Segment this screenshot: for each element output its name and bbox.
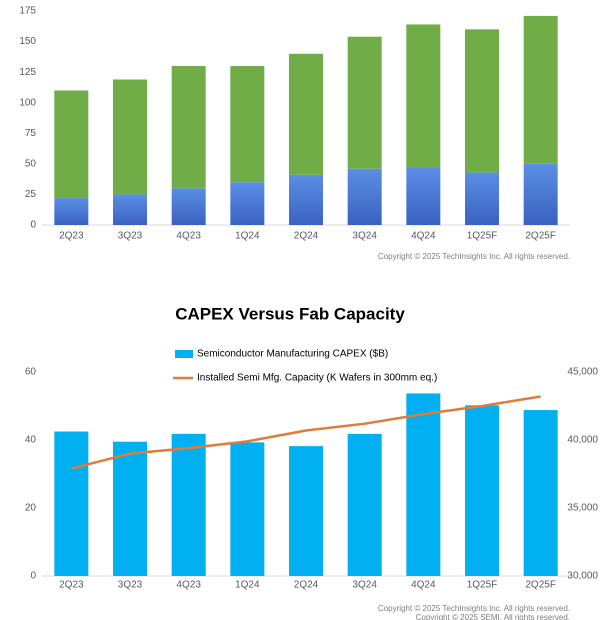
y-tick-label: 0 <box>30 220 36 231</box>
x-tick-label: 3Q24 <box>352 231 377 242</box>
y-tick-label: 175 <box>19 6 36 17</box>
x-tick-label: 3Q23 <box>118 231 143 242</box>
x-tick-label: 1Q25F <box>467 231 498 242</box>
bar <box>406 393 441 576</box>
bar <box>347 433 382 576</box>
y-tick-label: 20 <box>25 503 37 514</box>
y-tick-label: 25 <box>25 189 37 200</box>
bar <box>289 446 323 576</box>
y-tick-label: 100 <box>19 97 36 108</box>
bar <box>171 433 206 576</box>
bar <box>54 431 89 576</box>
bar-segment <box>465 29 499 173</box>
line <box>71 395 541 470</box>
bar-segment <box>289 53 323 175</box>
x-tick-label: 4Q23 <box>176 580 201 591</box>
y2-tick-label: 45,000 <box>567 367 598 378</box>
bar-segment <box>171 188 206 225</box>
y2-tick-label: 35,000 <box>567 503 598 514</box>
bar-segment <box>54 90 89 199</box>
y-tick-label: 0 <box>30 571 36 582</box>
bar-segment <box>523 163 558 225</box>
bar-segment <box>54 198 89 225</box>
x-tick-label: 4Q24 <box>411 580 436 591</box>
legend-swatch <box>175 350 193 358</box>
copyright: Copyright © 2025 SEMI. All rights reserv… <box>416 613 570 620</box>
copyright: Copyright © 2025 TechInsights Inc. All r… <box>378 604 570 613</box>
y-tick-label: 50 <box>25 158 37 169</box>
bar-segment <box>406 24 441 168</box>
y-tick-label: 60 <box>25 367 37 378</box>
x-tick-label: 2Q24 <box>294 231 319 242</box>
x-tick-label: 3Q24 <box>352 580 377 591</box>
x-tick-label: 2Q23 <box>59 580 84 591</box>
y-tick-label: 40 <box>25 435 37 446</box>
y-tick-label: 150 <box>19 36 36 47</box>
legend-label: Installed Semi Mfg. Capacity (K Wafers i… <box>197 373 437 384</box>
x-tick-label: 1Q25F <box>467 580 498 591</box>
bar <box>523 410 558 576</box>
bar-segment <box>171 66 206 189</box>
x-tick-label: 1Q24 <box>235 580 260 591</box>
bar <box>465 405 499 576</box>
y-tick-label: 125 <box>19 67 36 78</box>
bar-segment <box>523 15 558 164</box>
x-tick-label: 4Q24 <box>411 231 436 242</box>
bar-segment <box>230 182 265 225</box>
x-tick-label: 1Q24 <box>235 231 260 242</box>
legend-label: Semiconductor Manufacturing CAPEX ($B) <box>197 349 388 360</box>
y-tick-label: 75 <box>25 128 37 139</box>
y2-tick-label: 40,000 <box>567 435 598 446</box>
bar-segment <box>113 79 147 195</box>
bar-segment <box>289 174 323 225</box>
x-tick-label: 2Q25F <box>525 231 556 242</box>
bar-segment <box>347 168 382 225</box>
x-tick-label: 4Q23 <box>176 231 201 242</box>
bar <box>113 441 147 576</box>
y2-tick-label: 30,000 <box>567 571 598 582</box>
x-tick-label: 2Q23 <box>59 231 84 242</box>
bar-segment <box>230 66 265 183</box>
bar-segment <box>347 36 382 169</box>
x-tick-label: 2Q24 <box>294 580 319 591</box>
copyright: Copyright © 2025 TechInsights Inc. All r… <box>378 252 570 261</box>
chart-title: CAPEX Versus Fab Capacity <box>175 304 405 323</box>
x-tick-label: 2Q25F <box>525 580 556 591</box>
bar-segment <box>406 167 441 225</box>
bar <box>230 442 265 576</box>
bar-segment <box>113 194 147 225</box>
x-tick-label: 3Q23 <box>118 580 143 591</box>
bar-segment <box>465 172 499 225</box>
